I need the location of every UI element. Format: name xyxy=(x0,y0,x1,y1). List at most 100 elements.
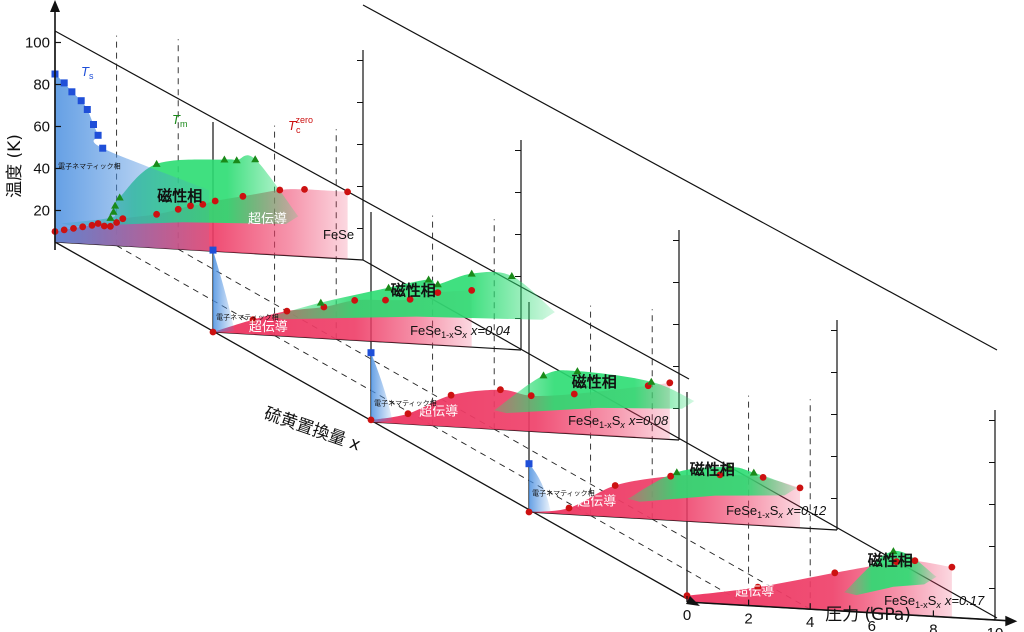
panel-2 xyxy=(371,352,695,440)
ts-point xyxy=(525,460,533,468)
legend-tc-sub: c xyxy=(296,125,301,135)
y-tick-label: 100 xyxy=(25,35,50,52)
tc-point xyxy=(570,390,578,398)
ts-point xyxy=(367,349,375,357)
depth-dash xyxy=(493,428,653,520)
panel-name-label: FeSe1-xSx x=0.08 xyxy=(568,413,669,430)
panel-name-value: x=0.08 xyxy=(628,413,669,428)
panel-name-value: x=0.17 xyxy=(944,593,985,608)
ts-point xyxy=(77,97,85,105)
tm-point xyxy=(433,280,442,288)
tc-point xyxy=(107,222,114,230)
depth-axis-label: 硫黄置換量 x xyxy=(261,404,363,456)
tm-point xyxy=(384,283,393,291)
tc-point xyxy=(404,410,412,418)
tm-point xyxy=(109,207,118,215)
tc-point xyxy=(88,221,96,229)
panel-1 xyxy=(213,250,555,348)
depth-dash xyxy=(274,335,433,426)
superconducting-phase-label: 超伝導 xyxy=(249,320,288,335)
magnetic-phase-label: 磁性相 xyxy=(868,552,913,570)
tc-point xyxy=(301,186,308,193)
depth-dash xyxy=(651,518,811,610)
tc-point xyxy=(70,225,77,232)
legend-tc-sup: zero xyxy=(295,115,313,125)
tm-point xyxy=(507,272,516,279)
panel-name-base: FeSe xyxy=(568,413,599,428)
panel-name-x: x xyxy=(461,330,467,340)
tm-point xyxy=(111,201,120,209)
ts-point xyxy=(209,246,217,254)
x-tick-label: 0 xyxy=(683,607,691,624)
tc-point xyxy=(249,316,257,323)
panel-name-s: S xyxy=(454,323,463,338)
panel-name-label: FeSe1-xSx x=0.12 xyxy=(726,503,827,520)
tc-point xyxy=(239,192,247,200)
panel-name-sub: 1-x xyxy=(599,420,612,430)
panel-bottom-edge xyxy=(212,331,522,351)
tc-point xyxy=(60,226,68,234)
x-tick-label: 8 xyxy=(929,621,937,632)
tc-point xyxy=(153,210,161,218)
tc-point xyxy=(716,471,724,479)
tc-point xyxy=(565,504,573,512)
panel-name-s: S xyxy=(612,413,621,428)
panel-name-base: FeSe xyxy=(323,227,354,242)
x-axis-arrow xyxy=(1005,615,1018,627)
tc-point xyxy=(796,484,804,492)
tc-point xyxy=(893,558,900,566)
ts-point xyxy=(83,106,91,113)
panel-name-label: FeSe1-xSx x=0.17 xyxy=(884,593,985,610)
ts-point xyxy=(94,131,102,139)
tm-point xyxy=(251,155,260,163)
tc-point xyxy=(100,222,108,230)
tc-point xyxy=(468,287,476,294)
superconducting-phase-label: 超伝導 xyxy=(419,405,458,420)
nematic-region xyxy=(529,463,551,512)
tc-point xyxy=(382,296,389,304)
magnetic-phase-label: 磁性相 xyxy=(572,373,617,391)
depth-dash xyxy=(177,248,337,340)
panel-name-value: x=0.04 xyxy=(470,323,510,338)
nematic-region xyxy=(55,74,209,251)
phase-labels: 磁性相超伝導電子ネマティック相FeSe磁性相超伝導電子ネマティック相FeSe1-… xyxy=(58,64,985,610)
data-points xyxy=(51,70,956,600)
x-axis-line xyxy=(686,601,1008,622)
tc-point xyxy=(79,223,87,231)
panel-name-s: S xyxy=(928,593,937,608)
tm-point xyxy=(749,468,758,476)
tm-point xyxy=(316,298,325,306)
tm-point xyxy=(106,213,115,221)
legend-tm-sub: m xyxy=(180,119,188,129)
superconducting-phase-label: 超伝導 xyxy=(248,212,287,227)
magnetic-phase-label: 磁性相 xyxy=(157,187,202,205)
panel-name-value: x=0.12 xyxy=(786,503,827,518)
legend-ts: Ts xyxy=(81,64,94,81)
tc-point xyxy=(948,563,956,571)
tc-point xyxy=(211,197,219,205)
depth-dash xyxy=(590,515,749,606)
panel-name-base: FeSe xyxy=(884,593,915,608)
y-tick-label: 80 xyxy=(33,77,50,94)
tc-point xyxy=(527,392,535,400)
x-tick-label: 10 xyxy=(987,625,1004,632)
panel-0 xyxy=(55,74,348,260)
tc-point xyxy=(367,416,375,424)
tc-point xyxy=(447,391,455,399)
depth-dash xyxy=(335,338,495,430)
phase-regions xyxy=(55,74,952,618)
nematic-region xyxy=(213,250,235,332)
tm-point xyxy=(220,155,229,163)
magnetic-region xyxy=(271,271,555,320)
tm-point xyxy=(467,269,476,277)
tc-point xyxy=(406,296,414,303)
depth-axis-arrow xyxy=(686,596,700,606)
legend-ts-main: T xyxy=(81,64,90,79)
tc-point xyxy=(113,219,120,226)
tm-point xyxy=(115,193,124,201)
tc-point xyxy=(683,592,691,600)
x-axis-label: 圧力 (GPa) xyxy=(825,605,911,625)
tm-point xyxy=(573,367,582,375)
panel-name-sub: 1-x xyxy=(915,600,928,610)
